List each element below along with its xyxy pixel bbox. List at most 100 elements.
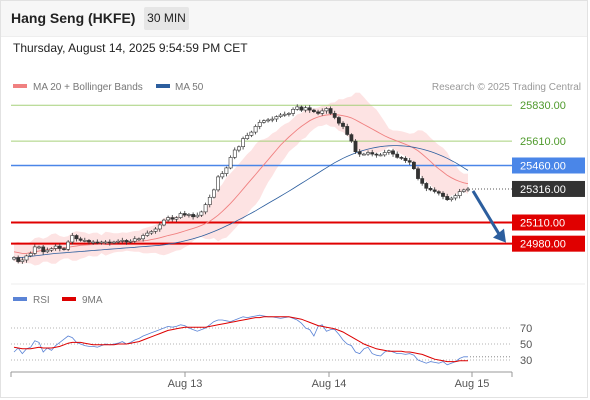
- rsi-ma-line: [13, 316, 468, 363]
- rsi-legend-label: RSI: [33, 295, 50, 306]
- candle-body: [353, 140, 358, 153]
- rsi-ma-legend-label: 9MA: [82, 295, 103, 306]
- candle-body: [320, 110, 325, 114]
- candle-body: [87, 240, 91, 243]
- candle-body: [49, 248, 54, 251]
- candle-body: [182, 213, 187, 216]
- candle-body: [82, 240, 87, 242]
- candle-body: [191, 214, 196, 218]
- candle-body: [278, 114, 283, 117]
- timeframe-button[interactable]: 30 MIN: [144, 7, 189, 30]
- candle-body: [286, 113, 291, 115]
- time-tick-label: Aug 14: [312, 378, 347, 390]
- level-25316-tag: [512, 180, 585, 197]
- projection-arrow-head: [493, 228, 506, 243]
- ma50-legend-label: MA 50: [175, 82, 204, 93]
- level-tags: 25830.00 25610.00 25460.00 25316.00 25110.00…: [512, 100, 585, 252]
- candle-body: [378, 154, 383, 157]
- candle-body: [449, 197, 454, 201]
- candle-body: [399, 157, 404, 159]
- level-24980-label: 24980.00: [520, 239, 566, 251]
- level-25110-tag: [512, 214, 585, 231]
- candle-body: [316, 111, 321, 114]
- candle-body: [216, 176, 221, 191]
- candle-body: [53, 245, 58, 249]
- candle-body: [224, 167, 229, 174]
- rsi-tick-50: 50: [520, 339, 532, 351]
- candle-body: [170, 217, 175, 220]
- candle-body: [99, 241, 104, 244]
- candle-body: [466, 188, 470, 191]
- candle-body: [120, 240, 125, 242]
- candle-body: [66, 241, 71, 250]
- candle-body: [432, 189, 437, 192]
- candle-body: [212, 189, 216, 198]
- candle-body: [370, 152, 375, 155]
- candle-body: [203, 204, 208, 213]
- rsi-tick-70: 70: [520, 323, 532, 335]
- candle-body: [311, 109, 316, 112]
- candle-body: [345, 126, 350, 135]
- candle-body: [37, 246, 41, 249]
- price-legend: MA 20 + Bollinger Bands MA 50 Research ©…: [13, 82, 581, 93]
- candle-body: [166, 217, 171, 221]
- candle-body: [374, 153, 379, 156]
- candle-body: [199, 211, 204, 216]
- moving-averages: [13, 114, 469, 259]
- candle-body: [445, 196, 450, 200]
- candle-body: [403, 157, 408, 161]
- candle-body: [57, 245, 62, 249]
- chart-header: Hang Seng (HKFE) 30 MIN: [0, 0, 588, 37]
- candle-body: [145, 232, 150, 236]
- candle-body: [237, 146, 241, 151]
- candle-body: [195, 214, 200, 218]
- level-25110-label: 25110.00: [520, 218, 565, 230]
- candle-body: [157, 224, 162, 230]
- candle-body: [70, 235, 75, 243]
- candle-body: [266, 119, 271, 122]
- candle-body: [395, 153, 400, 158]
- rsi-legend-swatch: [13, 297, 27, 301]
- level-25460-tag: [512, 157, 585, 174]
- candle-body: [28, 253, 33, 257]
- candle-body: [428, 188, 433, 191]
- candle-body: [366, 152, 370, 155]
- rsi-legend: RSI 9MA: [13, 295, 103, 306]
- candle-body: [20, 259, 25, 262]
- candle-body: [332, 113, 337, 118]
- candle-body: [62, 248, 66, 250]
- level-24980-tag: [512, 235, 585, 252]
- ma20-legend-swatch: [13, 84, 27, 88]
- instrument-title: Hang Seng (HKFE): [11, 10, 136, 26]
- price-levels: [11, 104, 512, 245]
- chart-datetime: Thursday, August 14, 2025 9:54:59 PM CET: [13, 41, 248, 55]
- candle-body: [149, 231, 154, 234]
- candle-body: [207, 197, 212, 205]
- level-25460-label: 25460.00: [520, 161, 566, 173]
- candle-body: [382, 152, 387, 156]
- candle-body: [295, 106, 300, 110]
- candle-body: [261, 120, 266, 123]
- candle-body: [74, 235, 79, 240]
- time-axis: Aug 13 Aug 14 Aug 15: [10, 371, 513, 390]
- candle-body: [78, 238, 83, 241]
- candle-body: [232, 149, 237, 158]
- rsi-tick-30: 30: [520, 355, 532, 367]
- ma50-line: [13, 145, 469, 259]
- candle-body: [270, 118, 275, 121]
- level-25316-label: 25316.00: [520, 184, 566, 196]
- candle-body: [24, 255, 29, 261]
- candle-body: [282, 113, 287, 116]
- candle-body: [336, 117, 341, 124]
- candle-body: [16, 257, 21, 262]
- candle-body: [103, 241, 108, 244]
- candle-body: [386, 150, 391, 153]
- candle-body: [91, 241, 96, 244]
- bollinger-band-fill: [14, 92, 468, 266]
- candle-body: [95, 241, 100, 244]
- candle-body: [187, 214, 191, 216]
- candle-body: [45, 249, 50, 253]
- candle-body: [411, 161, 416, 169]
- candle-body: [162, 219, 166, 226]
- candle-body: [141, 235, 146, 240]
